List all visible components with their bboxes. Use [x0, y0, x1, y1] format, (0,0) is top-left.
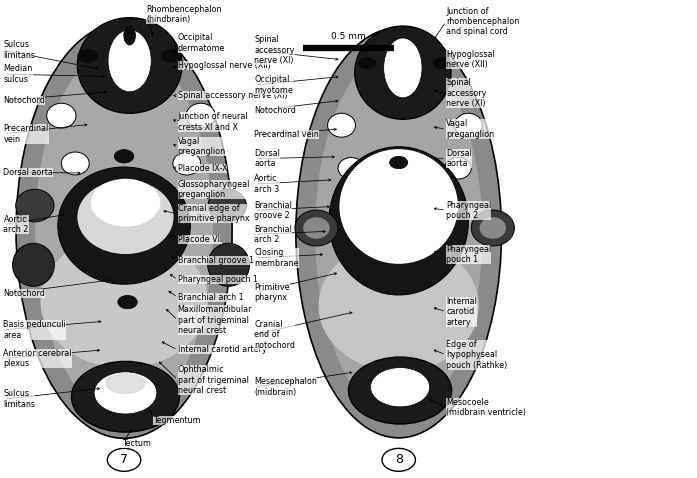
Text: 7: 7: [120, 453, 128, 467]
Ellipse shape: [123, 25, 136, 45]
Ellipse shape: [77, 49, 98, 63]
Ellipse shape: [371, 368, 429, 407]
Text: Hypoglossal
nerve (XII): Hypoglossal nerve (XII): [446, 50, 495, 69]
Text: Placode IX-X: Placode IX-X: [178, 164, 227, 173]
Circle shape: [390, 156, 408, 169]
Text: Dorsal
aorta: Dorsal aorta: [254, 149, 280, 168]
Text: Pharyngeal pouch 1: Pharyngeal pouch 1: [178, 275, 258, 284]
Text: Spinal
accessory
nerve (XI): Spinal accessory nerve (XI): [254, 35, 295, 65]
Ellipse shape: [471, 210, 514, 246]
Ellipse shape: [319, 240, 479, 372]
Ellipse shape: [329, 147, 468, 295]
Ellipse shape: [338, 158, 365, 179]
Text: Placode VII: Placode VII: [178, 235, 222, 243]
Ellipse shape: [91, 179, 160, 227]
Ellipse shape: [186, 103, 215, 128]
Circle shape: [107, 448, 141, 471]
Text: Mesocoele
(midbrain ventricle): Mesocoele (midbrain ventricle): [446, 398, 526, 417]
Text: Basis pedunculi
area: Basis pedunculi area: [3, 320, 66, 339]
Ellipse shape: [61, 152, 89, 175]
Text: Sulcus
limitans: Sulcus limitans: [3, 41, 36, 60]
Text: Junction of neural
crests XI and X: Junction of neural crests XI and X: [178, 112, 248, 131]
Ellipse shape: [433, 57, 451, 69]
Text: Vagal
preganglion: Vagal preganglion: [446, 120, 494, 139]
Ellipse shape: [108, 30, 151, 92]
Ellipse shape: [161, 49, 182, 63]
Text: Branchial groove 1: Branchial groove 1: [178, 256, 254, 265]
Text: Rhombencephalon
(hindbrain): Rhombencephalon (hindbrain): [146, 5, 222, 24]
Ellipse shape: [15, 189, 54, 222]
Circle shape: [114, 150, 134, 163]
Text: Junction of
rhombencephalon
and spinal cord: Junction of rhombencephalon and spinal c…: [446, 7, 519, 36]
Ellipse shape: [94, 372, 157, 414]
Text: Internal carotid artery: Internal carotid artery: [178, 346, 266, 354]
Text: Spinal
accessory
nerve (XI): Spinal accessory nerve (XI): [446, 78, 487, 108]
Text: Notochord: Notochord: [3, 290, 45, 298]
Ellipse shape: [71, 361, 180, 432]
Ellipse shape: [40, 234, 208, 368]
Ellipse shape: [328, 113, 355, 137]
Text: Mesencephalon
(midbrain): Mesencephalon (midbrain): [254, 378, 317, 397]
Text: Cranial
end of
notochord: Cranial end of notochord: [254, 320, 296, 349]
Ellipse shape: [355, 26, 451, 119]
Ellipse shape: [303, 217, 330, 239]
Text: 8: 8: [395, 453, 403, 467]
Text: Branchial
groove 2: Branchial groove 2: [254, 201, 292, 220]
Ellipse shape: [445, 158, 471, 179]
Ellipse shape: [295, 210, 338, 246]
Text: Cranial edge of
primitive pharynx: Cranial edge of primitive pharynx: [178, 204, 250, 223]
Ellipse shape: [35, 44, 213, 417]
Text: Occipital
dermatome: Occipital dermatome: [178, 33, 225, 53]
Text: Dorsal
aorta: Dorsal aorta: [446, 149, 472, 168]
Ellipse shape: [480, 217, 506, 239]
Text: Sulcus
limitans: Sulcus limitans: [3, 390, 36, 409]
Text: Pharyngeal
pouch 2: Pharyngeal pouch 2: [446, 201, 491, 220]
Text: Aortic
arch 3: Aortic arch 3: [254, 174, 279, 194]
Ellipse shape: [208, 189, 247, 222]
Text: Pharyngeal
pouch 1: Pharyngeal pouch 1: [446, 245, 491, 264]
Text: Spinal accessory nerve (XI): Spinal accessory nerve (XI): [178, 91, 287, 100]
Ellipse shape: [77, 180, 174, 254]
Text: Hypoglossal nerve (XII): Hypoglossal nerve (XII): [178, 62, 270, 70]
Text: Ophthalmic
part of trigeminal
neural crest: Ophthalmic part of trigeminal neural cre…: [178, 365, 249, 395]
Text: Branchial arch 1: Branchial arch 1: [178, 293, 243, 302]
Ellipse shape: [173, 152, 201, 175]
Ellipse shape: [348, 357, 452, 424]
Text: Edge of
hypophyseal
pouch (Rathke): Edge of hypophyseal pouch (Rathke): [446, 340, 507, 369]
Ellipse shape: [383, 38, 422, 98]
Text: Primitive
pharynx: Primitive pharynx: [254, 283, 290, 302]
Text: Occipital
myotome: Occipital myotome: [254, 76, 293, 95]
Ellipse shape: [105, 373, 146, 394]
Ellipse shape: [454, 113, 482, 137]
Ellipse shape: [47, 103, 76, 128]
Text: 0.5 mm: 0.5 mm: [331, 32, 366, 41]
Circle shape: [382, 448, 415, 471]
Text: Notochord: Notochord: [254, 107, 296, 115]
Text: Branchial
arch 2: Branchial arch 2: [254, 225, 292, 244]
Text: Precardinal
vein: Precardinal vein: [3, 124, 49, 143]
Text: Dorsal aorta: Dorsal aorta: [3, 168, 54, 176]
Ellipse shape: [208, 243, 250, 286]
Ellipse shape: [58, 167, 190, 284]
Text: Tegmentum: Tegmentum: [153, 416, 201, 425]
Text: Internal
carotid
artery: Internal carotid artery: [446, 297, 477, 326]
Text: Anterior cerebral
plexus: Anterior cerebral plexus: [3, 349, 72, 368]
Circle shape: [118, 295, 137, 309]
Text: Notochord: Notochord: [3, 96, 45, 105]
Text: Aortic
arch 2: Aortic arch 2: [3, 215, 29, 234]
Text: Closing
membrane: Closing membrane: [254, 249, 299, 268]
Ellipse shape: [77, 18, 182, 113]
Ellipse shape: [16, 22, 232, 438]
Text: Glossopharyngeal
preganglion: Glossopharyngeal preganglion: [178, 180, 250, 199]
Ellipse shape: [296, 28, 502, 438]
Ellipse shape: [13, 243, 54, 286]
Ellipse shape: [339, 149, 458, 264]
Text: Maxillomandibular
part of trigeminal
neural crest: Maxillomandibular part of trigeminal neu…: [178, 305, 252, 335]
Text: Precardinal vein: Precardinal vein: [254, 130, 319, 139]
Text: Median
sulcus: Median sulcus: [3, 65, 33, 84]
Text: Tectum: Tectum: [122, 439, 151, 448]
Text: Vagal
preganglion: Vagal preganglion: [178, 137, 226, 156]
Ellipse shape: [358, 57, 376, 69]
Ellipse shape: [315, 49, 482, 416]
